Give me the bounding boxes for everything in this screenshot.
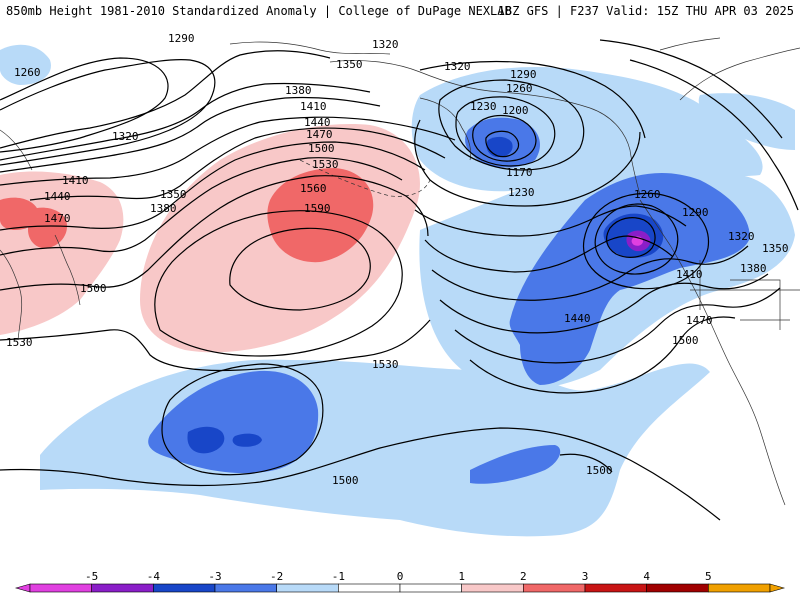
colorbar-cell: [29, 583, 92, 593]
colorbar-tick-labels: -5 -4 -3 -2 -1 0 1 2 3 4 5: [85, 570, 712, 583]
negative-anomaly-region: [40, 359, 710, 537]
contour-label: 1170: [506, 166, 533, 179]
contour-label: 1440: [564, 312, 591, 325]
colorbar-tick-label: 1: [458, 570, 465, 583]
colorbar-cell: [214, 583, 277, 593]
colorbar-tick-label: 4: [643, 570, 650, 583]
anomaly-shading: [0, 44, 795, 537]
colorbar-tick-label: -2: [270, 570, 283, 583]
contour-label: 1350: [160, 188, 187, 201]
contour-label: 1560: [300, 182, 327, 195]
contour-label: 1470: [306, 128, 333, 141]
contour-label: 1320: [112, 130, 139, 143]
colorbar-cell: [523, 583, 586, 593]
contour-label: 1230: [508, 186, 535, 199]
height-contours: [0, 39, 799, 521]
geographic-borders: [0, 37, 800, 506]
anomaly-colorbar: -5 -4 -3 -2 -1 0 1 2 3 4 5: [14, 570, 786, 593]
contour-label: 1410: [62, 174, 89, 187]
contour-label: 1320: [728, 230, 755, 243]
positive-anomaly-region: [28, 207, 68, 249]
colorbar-tick-label: -4: [147, 570, 161, 583]
contour-label: 1470: [686, 314, 713, 327]
contour-label: 1260: [634, 188, 661, 201]
colorbar-tick-label: 5: [705, 570, 712, 583]
colorbar-cell: [338, 583, 401, 593]
colorbar-arrow-right: [769, 583, 786, 593]
negative-anomaly-region: [509, 172, 750, 385]
negative-anomaly-region: [698, 93, 795, 150]
contour-label: 1410: [676, 268, 703, 281]
contour-label: 1500: [308, 142, 335, 155]
contour-label: 1530: [6, 336, 33, 349]
negative-anomaly-region: [470, 445, 561, 484]
anomaly-map: 1290 1320 1260 1350 1380 1410 1320 1440 …: [0, 32, 800, 537]
colorbar-tick-label: 3: [582, 570, 589, 583]
colorbar-cell: [399, 583, 462, 593]
contour-label: 1410: [300, 100, 327, 113]
contour-label: 1320: [372, 38, 399, 51]
contour-label: 1470: [44, 212, 71, 225]
contour-label: 1350: [762, 242, 789, 255]
colorbar-cell: [646, 583, 709, 593]
colorbar-cell: [584, 583, 647, 593]
negative-anomaly-region: [486, 136, 513, 158]
contour-label: 1530: [372, 358, 399, 371]
contour-label: 1380: [740, 262, 767, 275]
contour-label: 1200: [502, 104, 529, 117]
colorbar-tick-label: 0: [397, 570, 404, 583]
contour-label: 1260: [14, 66, 41, 79]
contour-label: 1440: [44, 190, 71, 203]
model-run-info: 18Z GFS | F237 Valid: 15Z THU APR 03 202…: [497, 4, 794, 18]
contour-label: 1290: [168, 32, 195, 45]
contour-label: 1380: [150, 202, 177, 215]
colorbar-cell: [461, 583, 524, 593]
contour-label: 1380: [285, 84, 312, 97]
contour-label: 1500: [586, 464, 613, 477]
negative-anomaly-region: [0, 44, 51, 85]
positive-anomaly-region: [267, 168, 374, 263]
contour-label: 1500: [672, 334, 699, 347]
contour-label: 1260: [506, 82, 533, 95]
contour-label: 1440: [304, 116, 331, 129]
map-title: 850mb Height 1981-2010 Standardized Anom…: [6, 4, 512, 18]
colorbar-tick-label: -5: [85, 570, 98, 583]
contour-label: 1500: [80, 282, 107, 295]
colorbar-tick-label: -3: [208, 570, 221, 583]
colorbar-tick-label: 2: [520, 570, 527, 583]
colorbar-arrow-left: [14, 583, 31, 593]
contour-label: 1290: [682, 206, 709, 219]
colorbar-cell: [708, 583, 771, 593]
colorbar-cells: [14, 583, 786, 593]
contour-label: 1590: [304, 202, 331, 215]
contour-label: 1290: [510, 68, 537, 81]
contour-labels: 1290 1320 1260 1350 1380 1410 1320 1440 …: [6, 32, 789, 487]
negative-anomaly-region: [187, 426, 225, 454]
colorbar-cell: [153, 583, 216, 593]
negative-anomaly-region: [232, 433, 262, 447]
contour-label: 1230: [470, 100, 497, 113]
colorbar-cell: [276, 583, 339, 593]
colorbar-cell: [91, 583, 154, 593]
colorbar-tick-label: -1: [332, 570, 345, 583]
contour-label: 1320: [444, 60, 471, 73]
contour-label: 1530: [312, 158, 339, 171]
contour-label: 1500: [332, 474, 359, 487]
contour-label: 1350: [336, 58, 363, 71]
